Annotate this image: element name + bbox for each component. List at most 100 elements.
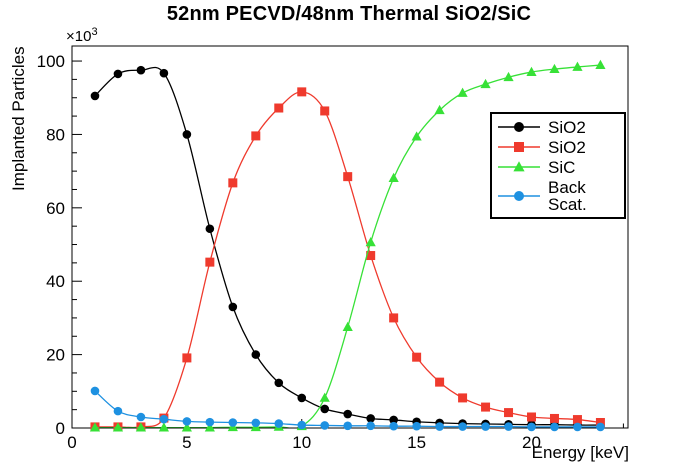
data-point-circle xyxy=(527,422,536,432)
data-point-square xyxy=(182,353,192,363)
data-point-circle xyxy=(297,393,307,403)
data-point-circle xyxy=(113,406,123,416)
plot-frame xyxy=(71,45,629,429)
data-point-square xyxy=(595,417,605,427)
data-point-triangle xyxy=(365,237,376,247)
legend-item-label: Back Scat. xyxy=(548,177,587,214)
data-point-triangle xyxy=(480,78,491,89)
data-point-circle xyxy=(251,418,261,428)
y-tick-label: 100 xyxy=(37,52,65,71)
series-markers-3 xyxy=(90,386,605,432)
x-tick-label: 0 xyxy=(67,433,76,452)
y-tick-label: 60 xyxy=(46,199,65,218)
data-point-circle xyxy=(90,91,100,101)
data-point-triangle xyxy=(181,422,192,432)
data-point-square xyxy=(572,415,582,425)
x-tick-label: 15 xyxy=(407,433,426,452)
data-point-triangle xyxy=(158,422,170,432)
data-point-triangle xyxy=(595,59,606,69)
data-point-triangle xyxy=(572,61,583,71)
legend-item-0: SiO2 xyxy=(497,119,624,136)
data-point-circle xyxy=(182,417,192,426)
y-tick-label: 40 xyxy=(46,272,65,291)
data-point-square xyxy=(481,402,491,412)
data-point-square xyxy=(343,172,353,182)
data-point-triangle xyxy=(112,422,124,432)
x-tick-label: 10 xyxy=(292,433,311,452)
legend-marker-triangle-icon xyxy=(498,161,540,172)
data-point-triangle xyxy=(342,321,353,331)
data-point-circle xyxy=(504,422,513,431)
data-point-square xyxy=(297,87,307,97)
chart-title: 52nm PECVD/48nm Thermal SiO2/SiC xyxy=(166,3,532,25)
data-point-circle xyxy=(573,422,582,432)
legend-item-2: SiC xyxy=(497,159,624,176)
x-axis-title: Energy [keV] xyxy=(531,443,629,462)
data-point-circle xyxy=(90,386,100,396)
data-point-square xyxy=(527,412,537,422)
legend-item-label: SiO2 xyxy=(548,137,586,157)
data-point-triangle xyxy=(549,63,560,74)
data-point-circle xyxy=(228,418,238,427)
data-point-square xyxy=(320,106,330,116)
legend-item-3: Back Scat. xyxy=(497,179,624,213)
data-point-circle xyxy=(251,350,261,359)
y-tick-label: 0 xyxy=(56,419,65,438)
exponent-base: ×10 xyxy=(66,28,92,45)
data-point-circle xyxy=(514,122,524,132)
data-point-square xyxy=(435,377,445,387)
data-point-triangle xyxy=(513,161,525,172)
data-point-triangle xyxy=(434,104,445,115)
data-point-circle xyxy=(113,69,123,79)
data-point-triangle xyxy=(457,87,468,97)
data-point-circle xyxy=(159,68,169,78)
data-point-square xyxy=(504,408,514,418)
y-tick-label: 20 xyxy=(46,346,65,365)
series-markers-2 xyxy=(89,59,606,432)
legend-marker-circle-icon xyxy=(498,122,540,132)
data-point-triangle xyxy=(388,172,399,183)
legend-box: SiO2 SiO2 SiC Back Scat. xyxy=(490,112,626,219)
legend-item-label: SiO2 xyxy=(548,117,586,137)
data-point-circle xyxy=(389,415,398,425)
y-tick-label: 80 xyxy=(46,125,65,144)
data-point-square xyxy=(274,103,284,113)
data-point-triangle xyxy=(526,66,537,76)
data-point-circle xyxy=(458,422,467,431)
data-point-circle xyxy=(343,409,353,419)
y-axis-ticks: 0 20 40 60 80 100 xyxy=(37,52,82,438)
data-point-circle xyxy=(366,414,375,423)
data-point-circle xyxy=(228,302,238,312)
data-point-triangle xyxy=(135,422,147,432)
data-point-circle xyxy=(205,224,215,234)
series-line-0 xyxy=(94,66,601,426)
data-point-circle xyxy=(182,130,192,139)
data-point-circle xyxy=(550,422,559,432)
data-point-square xyxy=(458,393,468,403)
legend-item-label: SiC xyxy=(548,157,576,177)
data-point-triangle xyxy=(503,71,514,82)
x-tick-label: 5 xyxy=(182,433,191,452)
data-point-square xyxy=(389,313,399,323)
data-point-square xyxy=(251,131,261,141)
exponent-power: 3 xyxy=(91,26,98,38)
data-point-circle xyxy=(389,421,398,431)
x-tick-label: 20 xyxy=(522,433,541,452)
data-point-square xyxy=(514,142,524,152)
data-point-square xyxy=(228,178,238,188)
legend-marker-square-icon xyxy=(498,142,540,152)
data-point-circle xyxy=(159,414,169,424)
data-point-square xyxy=(366,251,376,261)
data-point-triangle xyxy=(204,422,215,432)
data-point-square xyxy=(205,257,215,267)
data-point-circle xyxy=(366,421,375,431)
data-point-circle xyxy=(320,404,330,414)
data-point-circle xyxy=(412,421,421,431)
data-point-circle xyxy=(274,419,284,428)
legend-item-1: SiO2 xyxy=(497,139,624,156)
data-point-circle xyxy=(435,422,444,431)
y-axis-exponent: ×103 xyxy=(66,26,98,45)
data-point-square xyxy=(412,352,422,362)
